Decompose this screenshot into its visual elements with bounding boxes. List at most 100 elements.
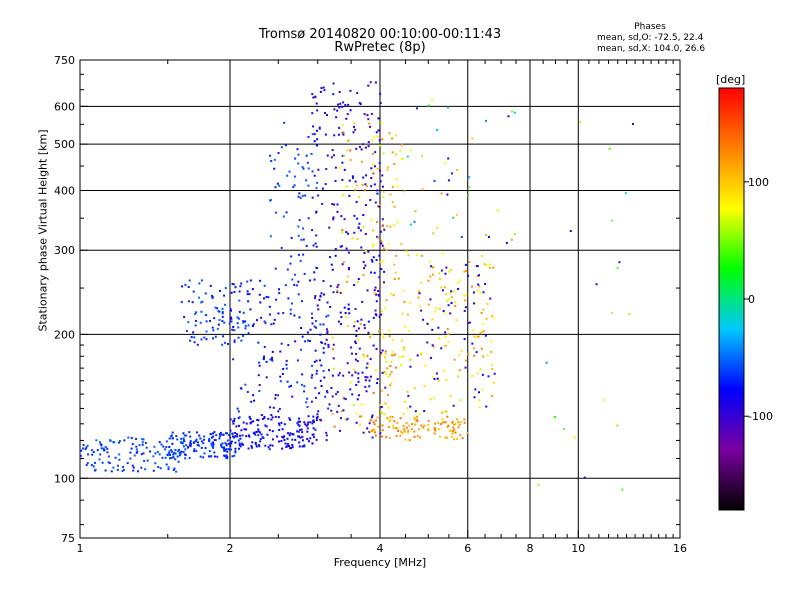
data-point: [413, 430, 416, 433]
data-point: [339, 102, 342, 105]
data-point: [379, 203, 382, 206]
grid-lines: [80, 60, 680, 538]
data-point: [436, 377, 439, 380]
data-point: [442, 421, 445, 424]
data-point: [430, 265, 433, 268]
data-point: [444, 331, 447, 334]
data-point: [408, 439, 411, 442]
data-point: [255, 430, 258, 433]
data-point: [334, 180, 337, 183]
y-tick-label: 750: [54, 54, 75, 67]
data-point: [360, 246, 363, 249]
data-point: [95, 439, 98, 442]
data-point: [315, 417, 318, 420]
data-point: [473, 396, 476, 399]
data-point: [135, 448, 138, 451]
data-point: [277, 422, 280, 425]
data-point: [316, 109, 319, 112]
data-point: [145, 446, 148, 449]
data-point: [464, 263, 467, 266]
data-point: [293, 283, 296, 286]
data-point: [346, 113, 349, 116]
data-point: [353, 368, 356, 371]
data-point: [610, 219, 613, 222]
data-point: [368, 430, 371, 433]
data-point: [440, 411, 443, 414]
data-point: [511, 110, 514, 113]
data-point: [338, 90, 341, 93]
data-point: [302, 253, 305, 256]
data-point: [182, 432, 185, 435]
data-point: [482, 308, 485, 311]
data-point: [336, 410, 339, 413]
data-point: [389, 384, 392, 387]
data-point: [313, 271, 316, 274]
data-point: [314, 95, 317, 98]
data-point: [280, 246, 283, 249]
data-point: [406, 155, 409, 158]
data-point: [230, 320, 233, 323]
data-point: [369, 375, 372, 378]
data-point: [307, 135, 310, 138]
data-point: [379, 230, 382, 233]
data-point: [365, 390, 368, 393]
data-point: [297, 430, 300, 433]
data-point: [426, 322, 429, 325]
data-point: [313, 174, 316, 177]
data-point: [200, 440, 203, 443]
data-point: [228, 443, 231, 446]
data-point: [307, 415, 310, 418]
data-point: [176, 455, 179, 458]
data-point: [422, 426, 425, 429]
data-point: [168, 451, 171, 454]
data-point: [242, 320, 245, 323]
data-point: [289, 312, 292, 315]
data-point: [246, 280, 249, 283]
data-point: [418, 428, 421, 431]
data-point: [484, 282, 487, 285]
data-point: [432, 376, 435, 379]
data-point: [332, 357, 335, 360]
data-point: [362, 260, 365, 263]
data-point: [446, 106, 449, 109]
data-point: [102, 447, 105, 450]
data-point: [291, 395, 294, 398]
data-point: [200, 279, 203, 282]
data-point: [314, 396, 317, 399]
data-point: [192, 290, 195, 293]
data-point: [402, 157, 405, 160]
data-point: [225, 443, 228, 446]
data-point: [407, 394, 410, 397]
data-point: [265, 360, 268, 363]
data-point: [86, 444, 89, 447]
data-point: [455, 319, 458, 322]
data-point: [355, 352, 358, 355]
data-point: [403, 428, 406, 431]
data-point: [373, 136, 376, 139]
data-point: [360, 318, 363, 321]
data-point: [377, 293, 380, 296]
data-point: [387, 375, 390, 378]
data-point: [270, 418, 273, 421]
data-point: [361, 300, 364, 303]
data-point: [376, 378, 379, 381]
data-point: [194, 312, 197, 315]
data-point: [377, 129, 380, 132]
data-point: [233, 417, 236, 420]
data-point: [362, 176, 365, 179]
data-point: [228, 322, 231, 325]
data-point: [92, 450, 95, 453]
data-point: [248, 293, 251, 296]
data-point: [417, 291, 420, 294]
data-point: [321, 187, 324, 190]
data-point: [375, 300, 378, 303]
data-point: [259, 440, 262, 443]
data-point: [409, 365, 412, 368]
data-point: [342, 374, 345, 377]
data-point: [280, 342, 283, 345]
data-point: [307, 421, 310, 424]
data-point: [433, 310, 436, 313]
data-point: [452, 438, 455, 441]
data-point: [476, 274, 479, 277]
data-point: [277, 394, 280, 397]
